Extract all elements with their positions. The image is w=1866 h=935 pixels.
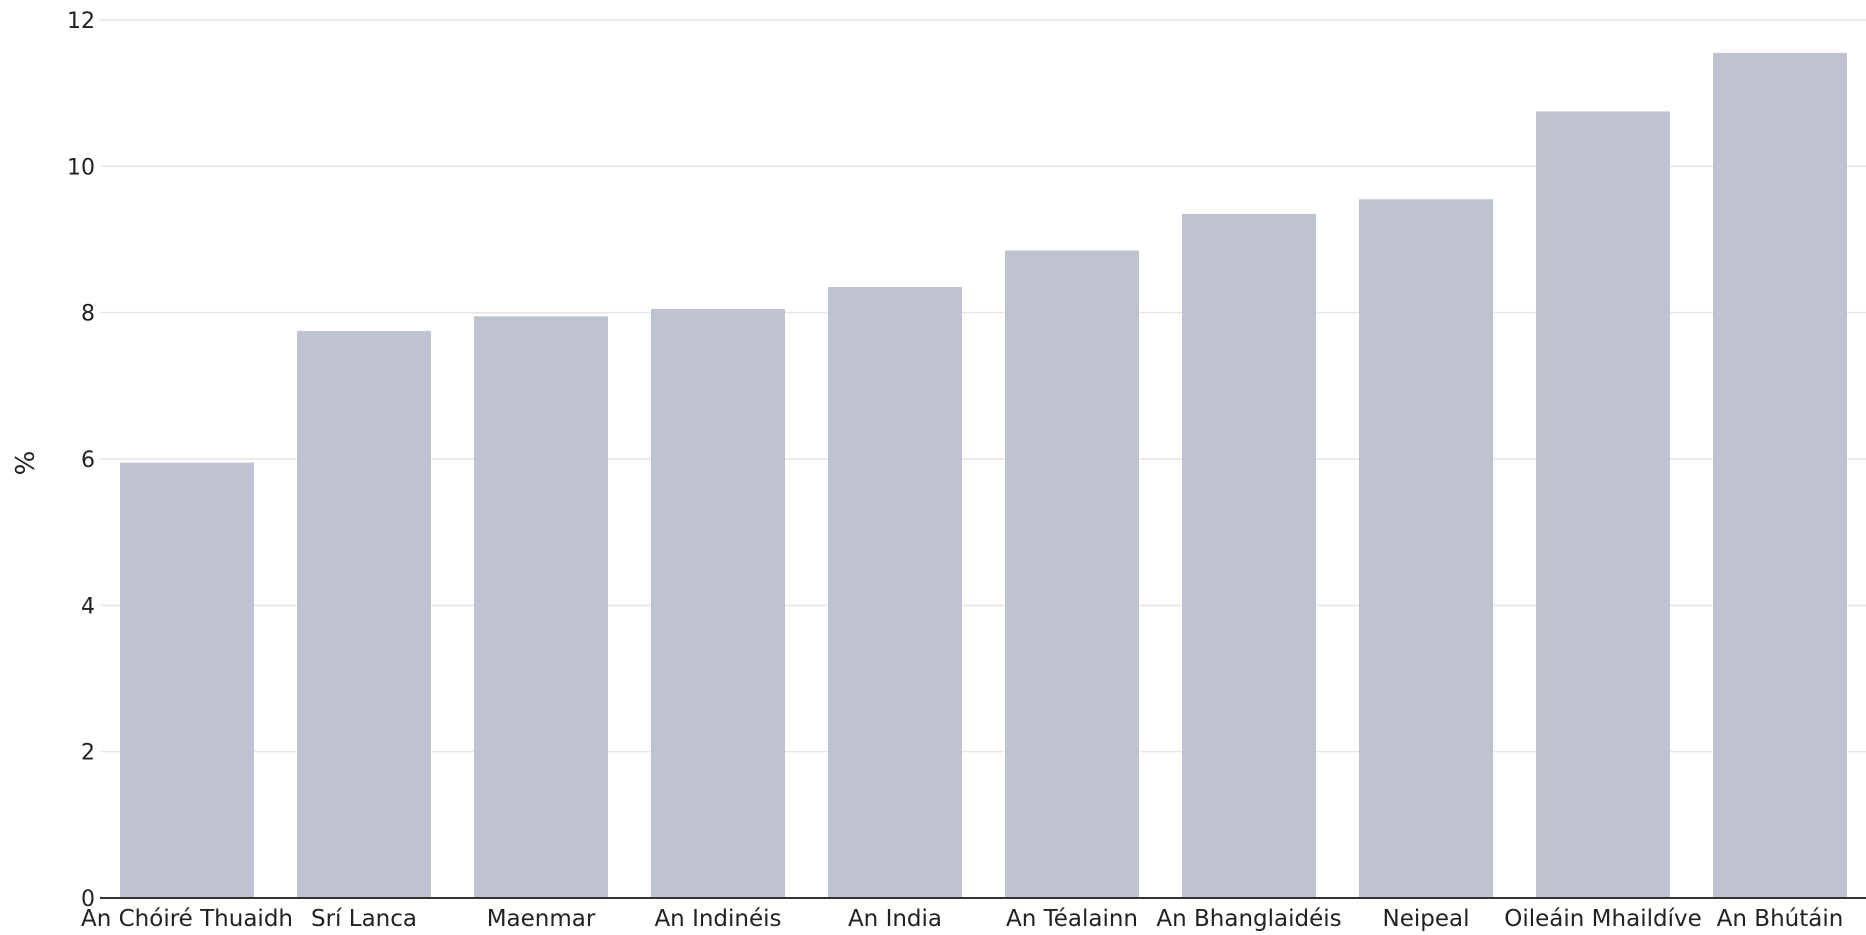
bar — [1536, 111, 1670, 899]
y-tick-label: 0 — [81, 887, 95, 912]
y-tick-label: 8 — [81, 302, 95, 327]
y-tick-label: 4 — [81, 594, 95, 619]
x-category-label: An Indinéis — [654, 906, 781, 931]
x-category-label: Oileáin Mhaildíve — [1504, 906, 1701, 931]
x-category-label: An Bhútáin — [1717, 906, 1844, 931]
y-tick-label: 12 — [67, 9, 95, 34]
bar — [828, 287, 962, 898]
x-category-label: Srí Lanca — [311, 906, 417, 931]
x-category-label: An Bhanglaidéis — [1156, 906, 1341, 931]
bar — [297, 330, 431, 898]
bar — [1713, 52, 1847, 899]
x-category-label: Neipeal — [1383, 906, 1470, 931]
bars — [120, 52, 1847, 899]
y-axis-title: % — [11, 451, 41, 476]
bar — [651, 309, 785, 899]
x-category-label: An Téalainn — [1006, 906, 1138, 931]
x-category-labels: An Chóiré Thuaidh Srí Lanca Maenmar An Indi… — [81, 906, 1844, 932]
bar — [120, 462, 254, 898]
x-category-label: An India — [848, 906, 942, 931]
y-tick-label: 10 — [67, 155, 95, 180]
bar — [474, 316, 608, 898]
y-tick-label: 2 — [81, 741, 95, 766]
y-tick-label: 6 — [81, 448, 95, 473]
x-category-label: Maenmar — [487, 906, 596, 931]
x-category-label: An Chóiré Thuaidh — [81, 906, 293, 931]
bar — [1359, 199, 1493, 899]
y-tick-labels: 0 2 4 6 8 10 12 — [67, 9, 95, 912]
bar — [1005, 250, 1139, 899]
bar — [1182, 213, 1316, 898]
